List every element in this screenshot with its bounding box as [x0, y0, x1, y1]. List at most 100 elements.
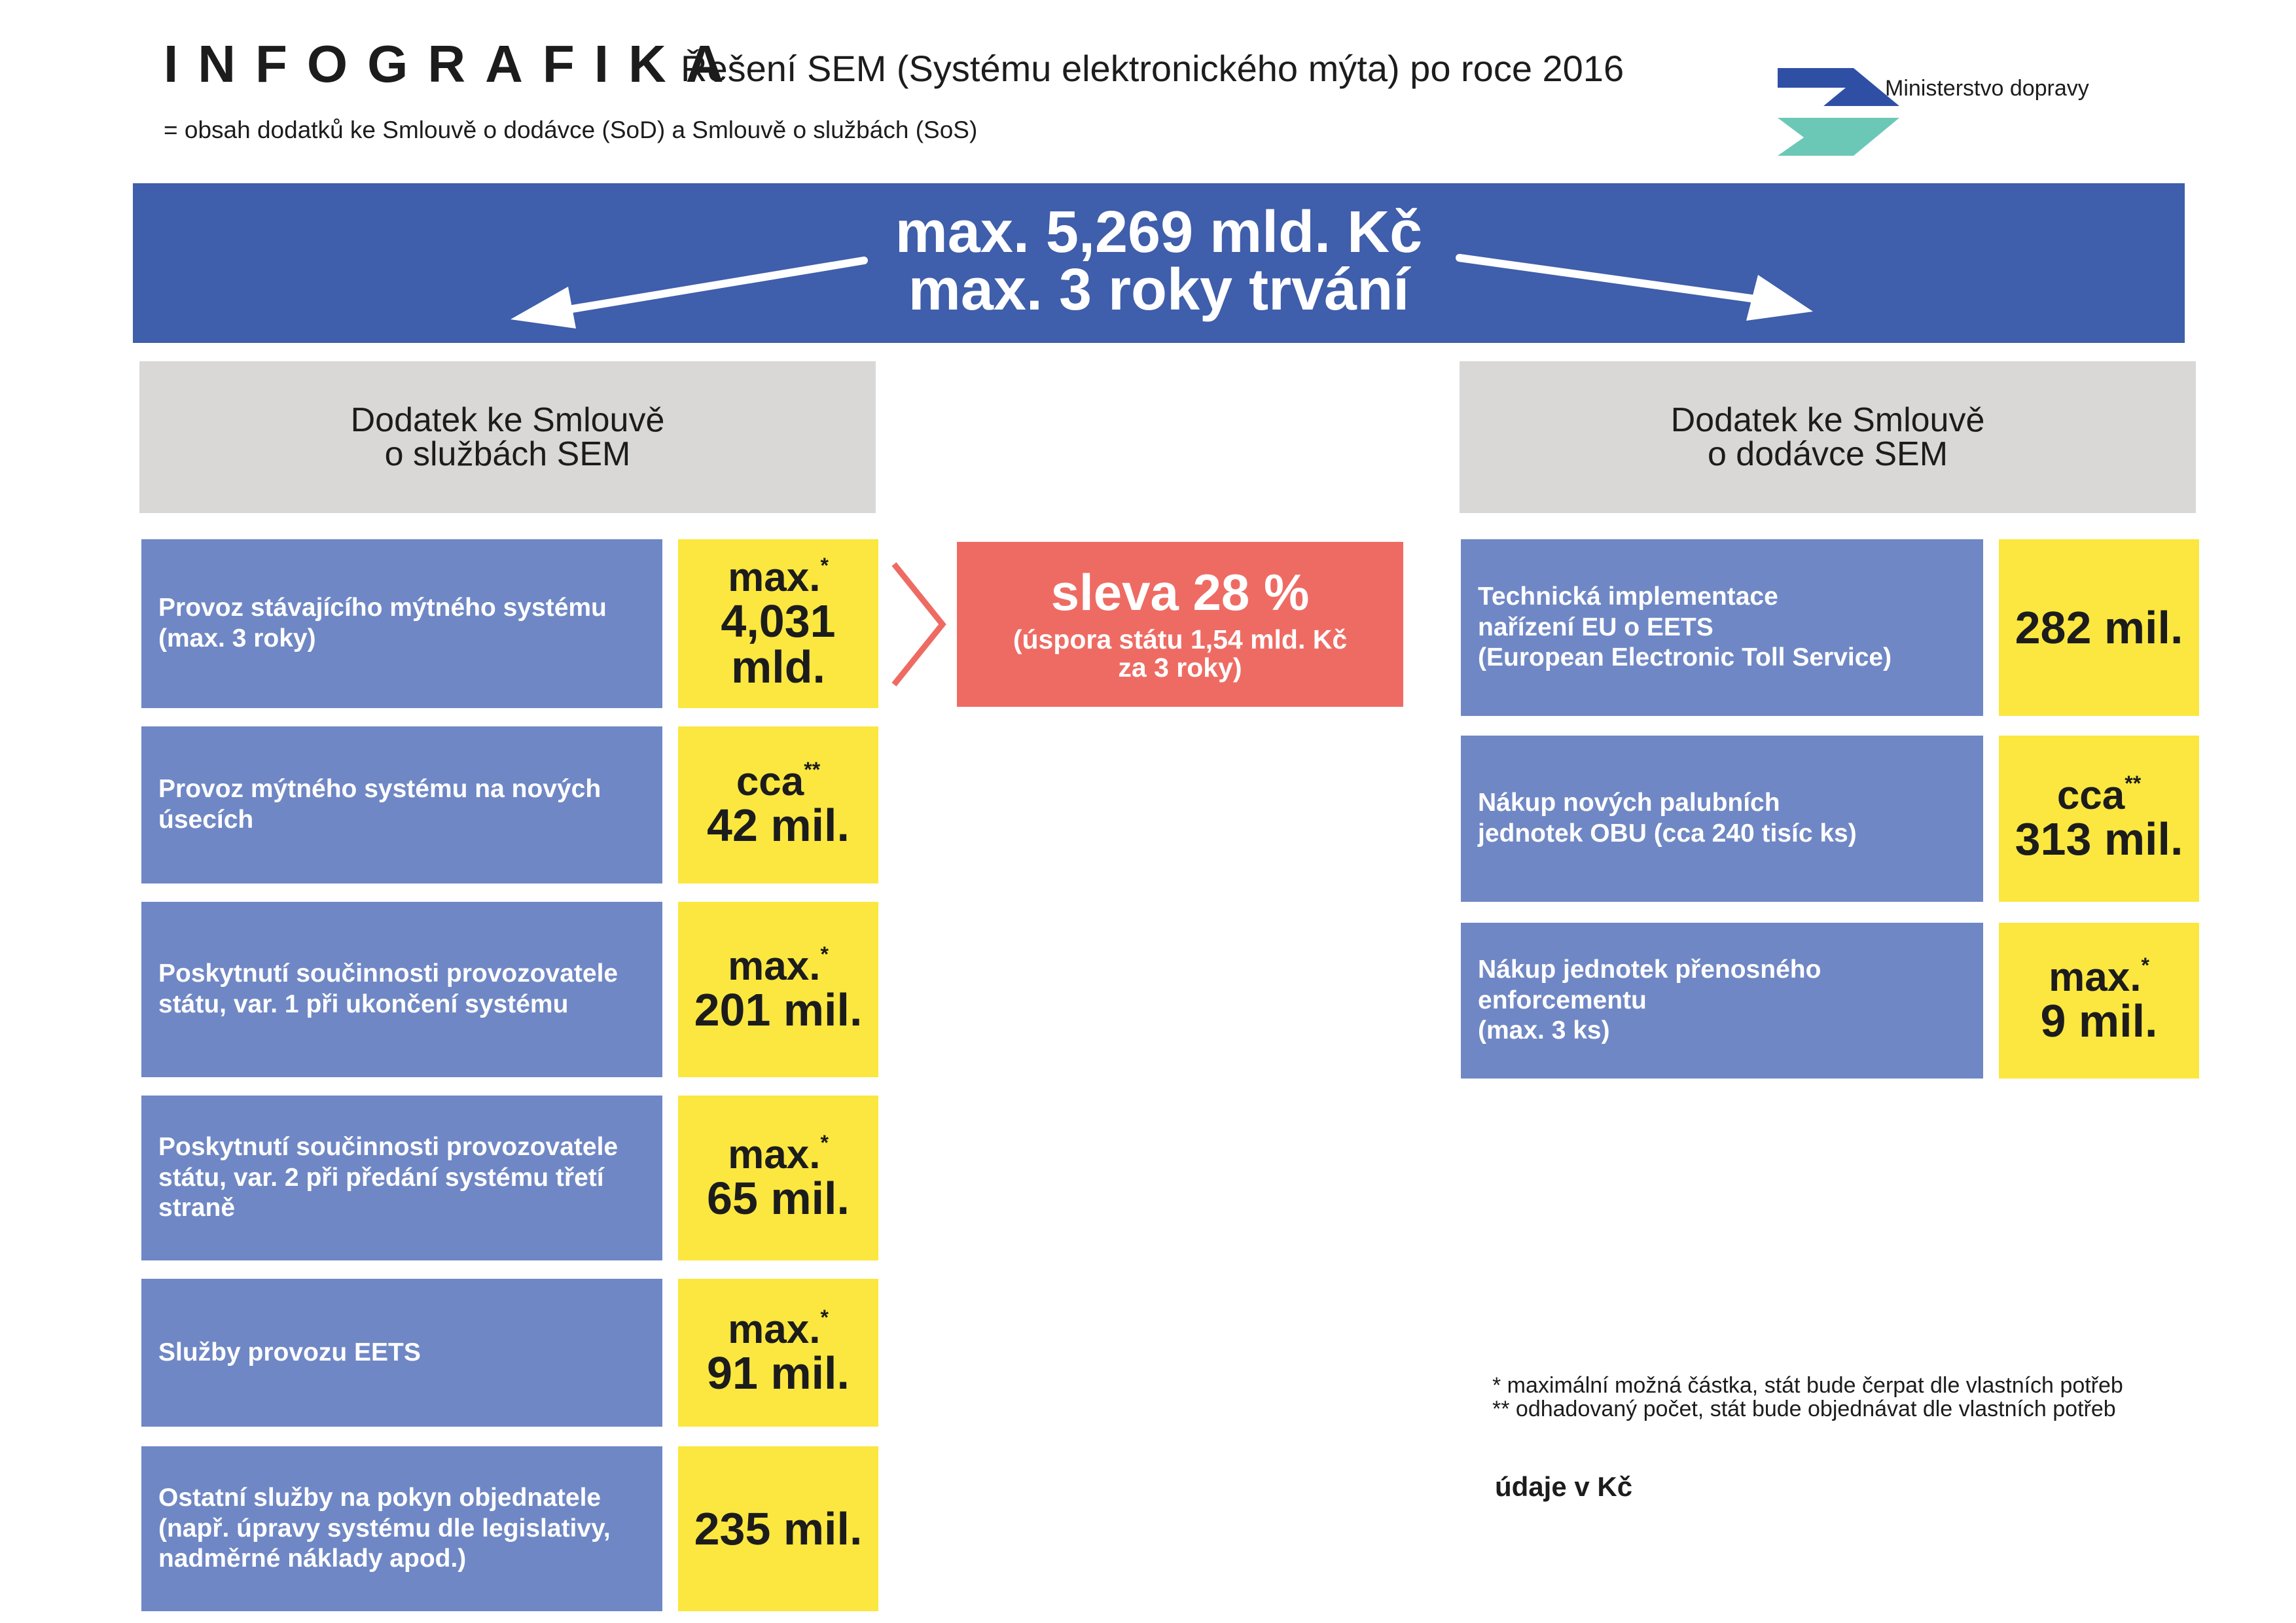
supply-item-label-box: Nákup nových palubních jednotek OBU (cca … [1461, 736, 1983, 902]
units-note: údaje v Kč [1495, 1471, 1633, 1502]
item-label-line: nadměrné náklady apod.) [158, 1544, 467, 1573]
supply-item-value-box: cca** 313 mil. [1999, 736, 2199, 902]
services-item-value-box: max.* 4,031 mld. [678, 539, 878, 708]
value-prefix-text: max. [728, 555, 821, 600]
banner-total-amount: max. 5,269 mld. Kč [895, 200, 1423, 265]
item-label-line: Technická implementace [1478, 582, 1778, 611]
value-prefix-text: cca [736, 759, 804, 804]
footnote-mark: * [2141, 954, 2149, 977]
item-label-line: Nákup jednotek přenosného [1478, 955, 1821, 984]
page-subtitle: = obsah dodatků ke Smlouvě o dodávce (So… [164, 116, 978, 143]
value-amount: 42 mil. [707, 800, 850, 851]
item-label-line: (max. 3 roky) [158, 624, 316, 652]
footnote-mark: * [820, 1131, 829, 1154]
footnote-mark: ** [804, 758, 821, 781]
value-amount: 91 mil. [707, 1347, 850, 1399]
value-prefix: max.* [2049, 954, 2149, 1000]
services-header-line1: Dodatek ke Smlouvě [350, 401, 665, 439]
services-item-label-box: Poskytnutí součinnosti provozovatele stát… [141, 1096, 662, 1260]
arrow-left-icon [511, 257, 868, 329]
value-prefix: max.* [728, 944, 829, 989]
value-amount: 201 mil. [694, 984, 863, 1035]
item-label-line: státu, var. 2 při předání systému třetí [158, 1163, 604, 1192]
item-label-line: jednotek OBU (cca 240 tisíc ks) [1478, 819, 1857, 847]
value-amount: 282 mil. [2015, 602, 2183, 653]
value-prefix-text: max. [728, 944, 821, 989]
supply-header-line1: Dodatek ke Smlouvě [1670, 401, 1985, 439]
footnote-mark: * [820, 554, 829, 577]
item-label-line: straně [158, 1194, 236, 1222]
chevron-right-icon [891, 562, 946, 687]
services-item-label: Ostatní služby na pokyn objednatele (např… [158, 1483, 611, 1575]
page-title-subject: Řešení SEM (Systému elektronického mýta)… [681, 48, 1624, 89]
supply-item-label: Technická implementace nařízení EU o EETS… [1478, 582, 1892, 673]
value-prefix: max.* [728, 555, 829, 600]
ministry-logo-icon [1778, 68, 1899, 156]
supply-item-label-box: Technická implementace nařízení EU o EETS… [1461, 539, 1983, 716]
services-item-label-box: Provoz mýtného systému na nových úsecích [141, 726, 662, 883]
services-item-label: Provoz stávajícího mýtného systému (max. … [158, 593, 607, 654]
item-label-line: Poskytnutí součinnosti provozovatele [158, 959, 619, 988]
item-label-line: (max. 3 ks) [1478, 1016, 1610, 1045]
supply-item-value-box: 282 mil. [1999, 539, 2199, 716]
value-amount: mld. [731, 641, 825, 692]
services-header-line2: o službách SEM [384, 435, 631, 473]
services-item-label: Poskytnutí součinnosti provozovatele stát… [158, 1132, 618, 1224]
item-label-line: Nákup nových palubních [1478, 789, 1780, 817]
footnote-estimate: ** odhadovaný počet, stát bude objednáva… [1492, 1397, 2116, 1421]
discount-detail-line2: za 3 roky) [1118, 652, 1242, 683]
supply-item-label: Nákup nových palubních jednotek OBU (cca … [1478, 788, 1857, 849]
value-prefix: cca** [736, 759, 820, 804]
supply-header-line2: o dodávce SEM [1707, 435, 1948, 473]
value-prefix-text: max. [2049, 955, 2142, 1000]
supply-item-value-box: max.* 9 mil. [1999, 923, 2199, 1079]
value-prefix: max.* [728, 1307, 829, 1352]
services-item-value-box: cca** 42 mil. [678, 726, 878, 883]
value-prefix-text: cca [2056, 773, 2125, 818]
services-item-label-box: Ostatní služby na pokyn objednatele (např… [141, 1446, 662, 1611]
item-label-line: Provoz stávajícího mýtného systému [158, 594, 607, 622]
services-item-label-box: Provoz stávajícího mýtného systému (max. … [141, 539, 662, 708]
value-amount: 313 mil. [2015, 813, 2183, 865]
item-label-line: (např. úpravy systému dle legislativy, [158, 1514, 611, 1543]
banner-duration: max. 3 roky trvání [908, 257, 1410, 323]
services-item-label: Služby provozu EETS [158, 1338, 421, 1368]
discount-box: sleva 28 % (úspora státu 1,54 mld. Kč za… [957, 542, 1403, 707]
item-label-line: Poskytnutí součinnosti provozovatele [158, 1132, 619, 1161]
footnote-mark: * [820, 1306, 829, 1329]
value-prefix-text: max. [728, 1307, 821, 1352]
services-item-value-box: max.* 201 mil. [678, 902, 878, 1077]
supply-item-label: Nákup jednotek přenosného enforcementu (ma… [1478, 955, 1821, 1046]
item-label-line: Služby provozu EETS [158, 1338, 421, 1366]
services-item-label: Poskytnutí součinnosti provozovatele stát… [158, 959, 618, 1020]
value-prefix-text: max. [728, 1132, 821, 1177]
supply-contract-header: Dodatek ke Smlouvě o dodávce SEM [1460, 361, 2196, 513]
value-prefix: max.* [728, 1132, 829, 1177]
value-amount: 4,031 [721, 596, 836, 647]
value-prefix: cca** [2056, 773, 2141, 818]
services-item-value-box: max.* 91 mil. [678, 1279, 878, 1427]
ministry-name: Ministerstvo dopravy [1885, 76, 2089, 101]
arrow-right-icon [1456, 254, 1813, 321]
logo-top-shape [1778, 68, 1899, 106]
footnote-mark: ** [2125, 772, 2142, 795]
item-label-line: enforcementu [1478, 986, 1647, 1014]
item-label-line: nařízení EU o EETS [1478, 613, 1713, 641]
logo-bottom-shape [1778, 118, 1899, 156]
footnote-max: * maximální možná částka, stát bude čerp… [1492, 1373, 2123, 1398]
services-item-value-box: max.* 65 mil. [678, 1096, 878, 1260]
footnote-mark: * [820, 942, 829, 966]
page-title: INFOGRAFIKA [164, 35, 744, 93]
item-divider [1469, 717, 1986, 732]
services-item-label-box: Poskytnutí součinnosti provozovatele stát… [141, 902, 662, 1077]
services-item-label: Provoz mýtného systému na nových úsecích [158, 774, 601, 836]
value-amount: 9 mil. [2040, 995, 2158, 1046]
item-label-line: Provoz mýtného systému na nových [158, 775, 601, 804]
services-item-label-box: Služby provozu EETS [141, 1279, 662, 1427]
item-label-line: Ostatní služby na pokyn objednatele [158, 1483, 601, 1512]
discount-detail-line1: (úspora státu 1,54 mld. Kč [1013, 624, 1348, 654]
value-amount: 235 mil. [694, 1503, 863, 1554]
supply-item-label-box: Nákup jednotek přenosného enforcementu (ma… [1461, 923, 1983, 1079]
discount-headline: sleva 28 % [1050, 563, 1310, 621]
total-banner [133, 183, 2185, 343]
